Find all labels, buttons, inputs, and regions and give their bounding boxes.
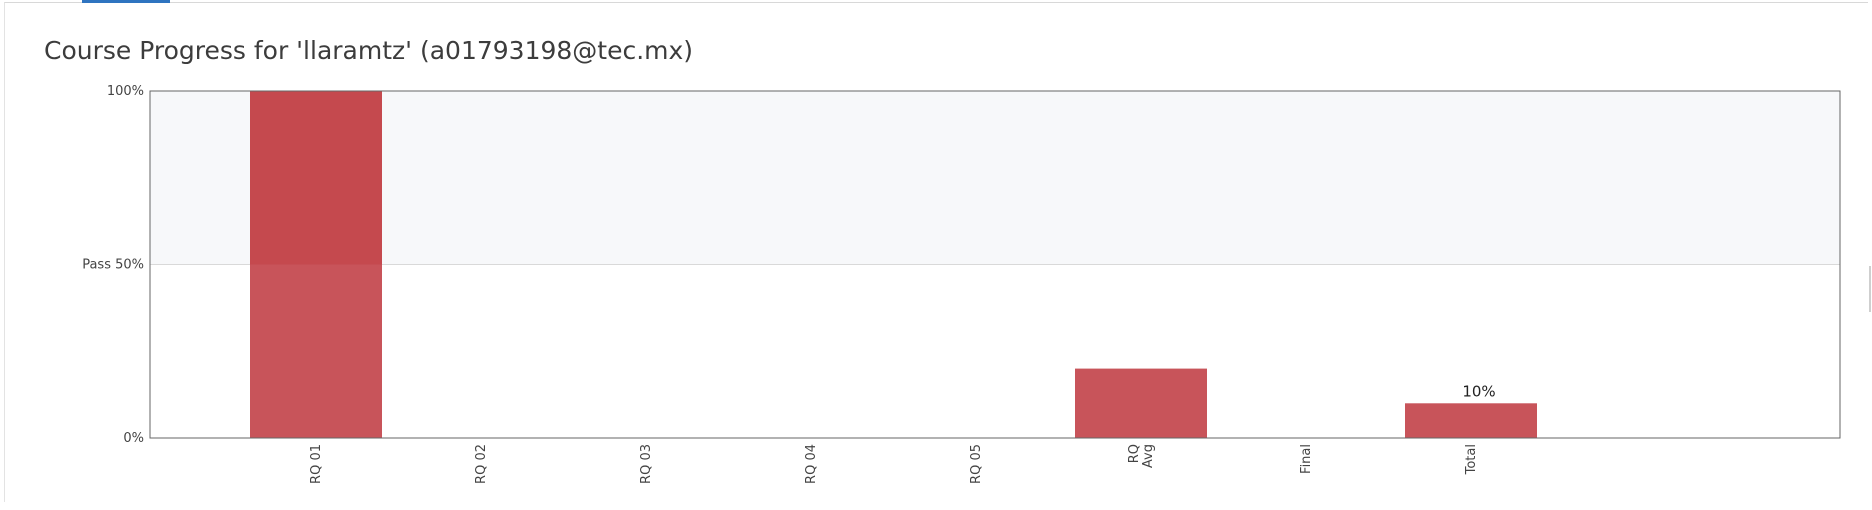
x-tick-label-0: RQ 01 (309, 444, 324, 484)
data-label-7: 10% (1462, 382, 1495, 400)
y-tick-labels: 0% Pass 50% 100% (82, 84, 144, 446)
x-tick-label-7: Total (1464, 444, 1479, 475)
bar-7 (1405, 403, 1537, 438)
pass-band (150, 91, 1840, 265)
bar-0-lower (250, 264, 382, 438)
plot-border (149, 90, 1841, 439)
bar-0-upper (250, 91, 382, 265)
panel-edge-handle (1869, 266, 1871, 312)
x-tick-label-2: RQ 03 (639, 444, 654, 484)
active-tab-indicator[interactable] (82, 0, 170, 3)
bar-5 (1075, 368, 1207, 438)
x-tick-label-4: RQ 05 (969, 444, 984, 484)
x-tick-labels: RQ 01 RQ 02 RQ 03 RQ 04 RQ 05 RQ Avg Final Total (309, 444, 1479, 484)
x-tick-label-6: Final (1299, 444, 1314, 474)
chart-panel (4, 2, 1868, 502)
x-tick-label-5-line-1: Avg (1141, 444, 1156, 468)
chart-title: Course Progress for 'llaramtz' (a0179319… (44, 36, 694, 65)
x-tick-label-1: RQ 02 (474, 444, 489, 484)
x-tick-label-3: RQ 04 (804, 444, 819, 484)
y-tick-label-1: Pass 50% (82, 258, 144, 273)
x-tick-label-5-line-0: RQ (1127, 444, 1142, 463)
data-labels: 10% (1462, 382, 1495, 400)
y-tick-label-0: 0% (123, 431, 144, 446)
y-tick-label-2: 100% (107, 84, 144, 99)
bars-group (250, 91, 1537, 438)
